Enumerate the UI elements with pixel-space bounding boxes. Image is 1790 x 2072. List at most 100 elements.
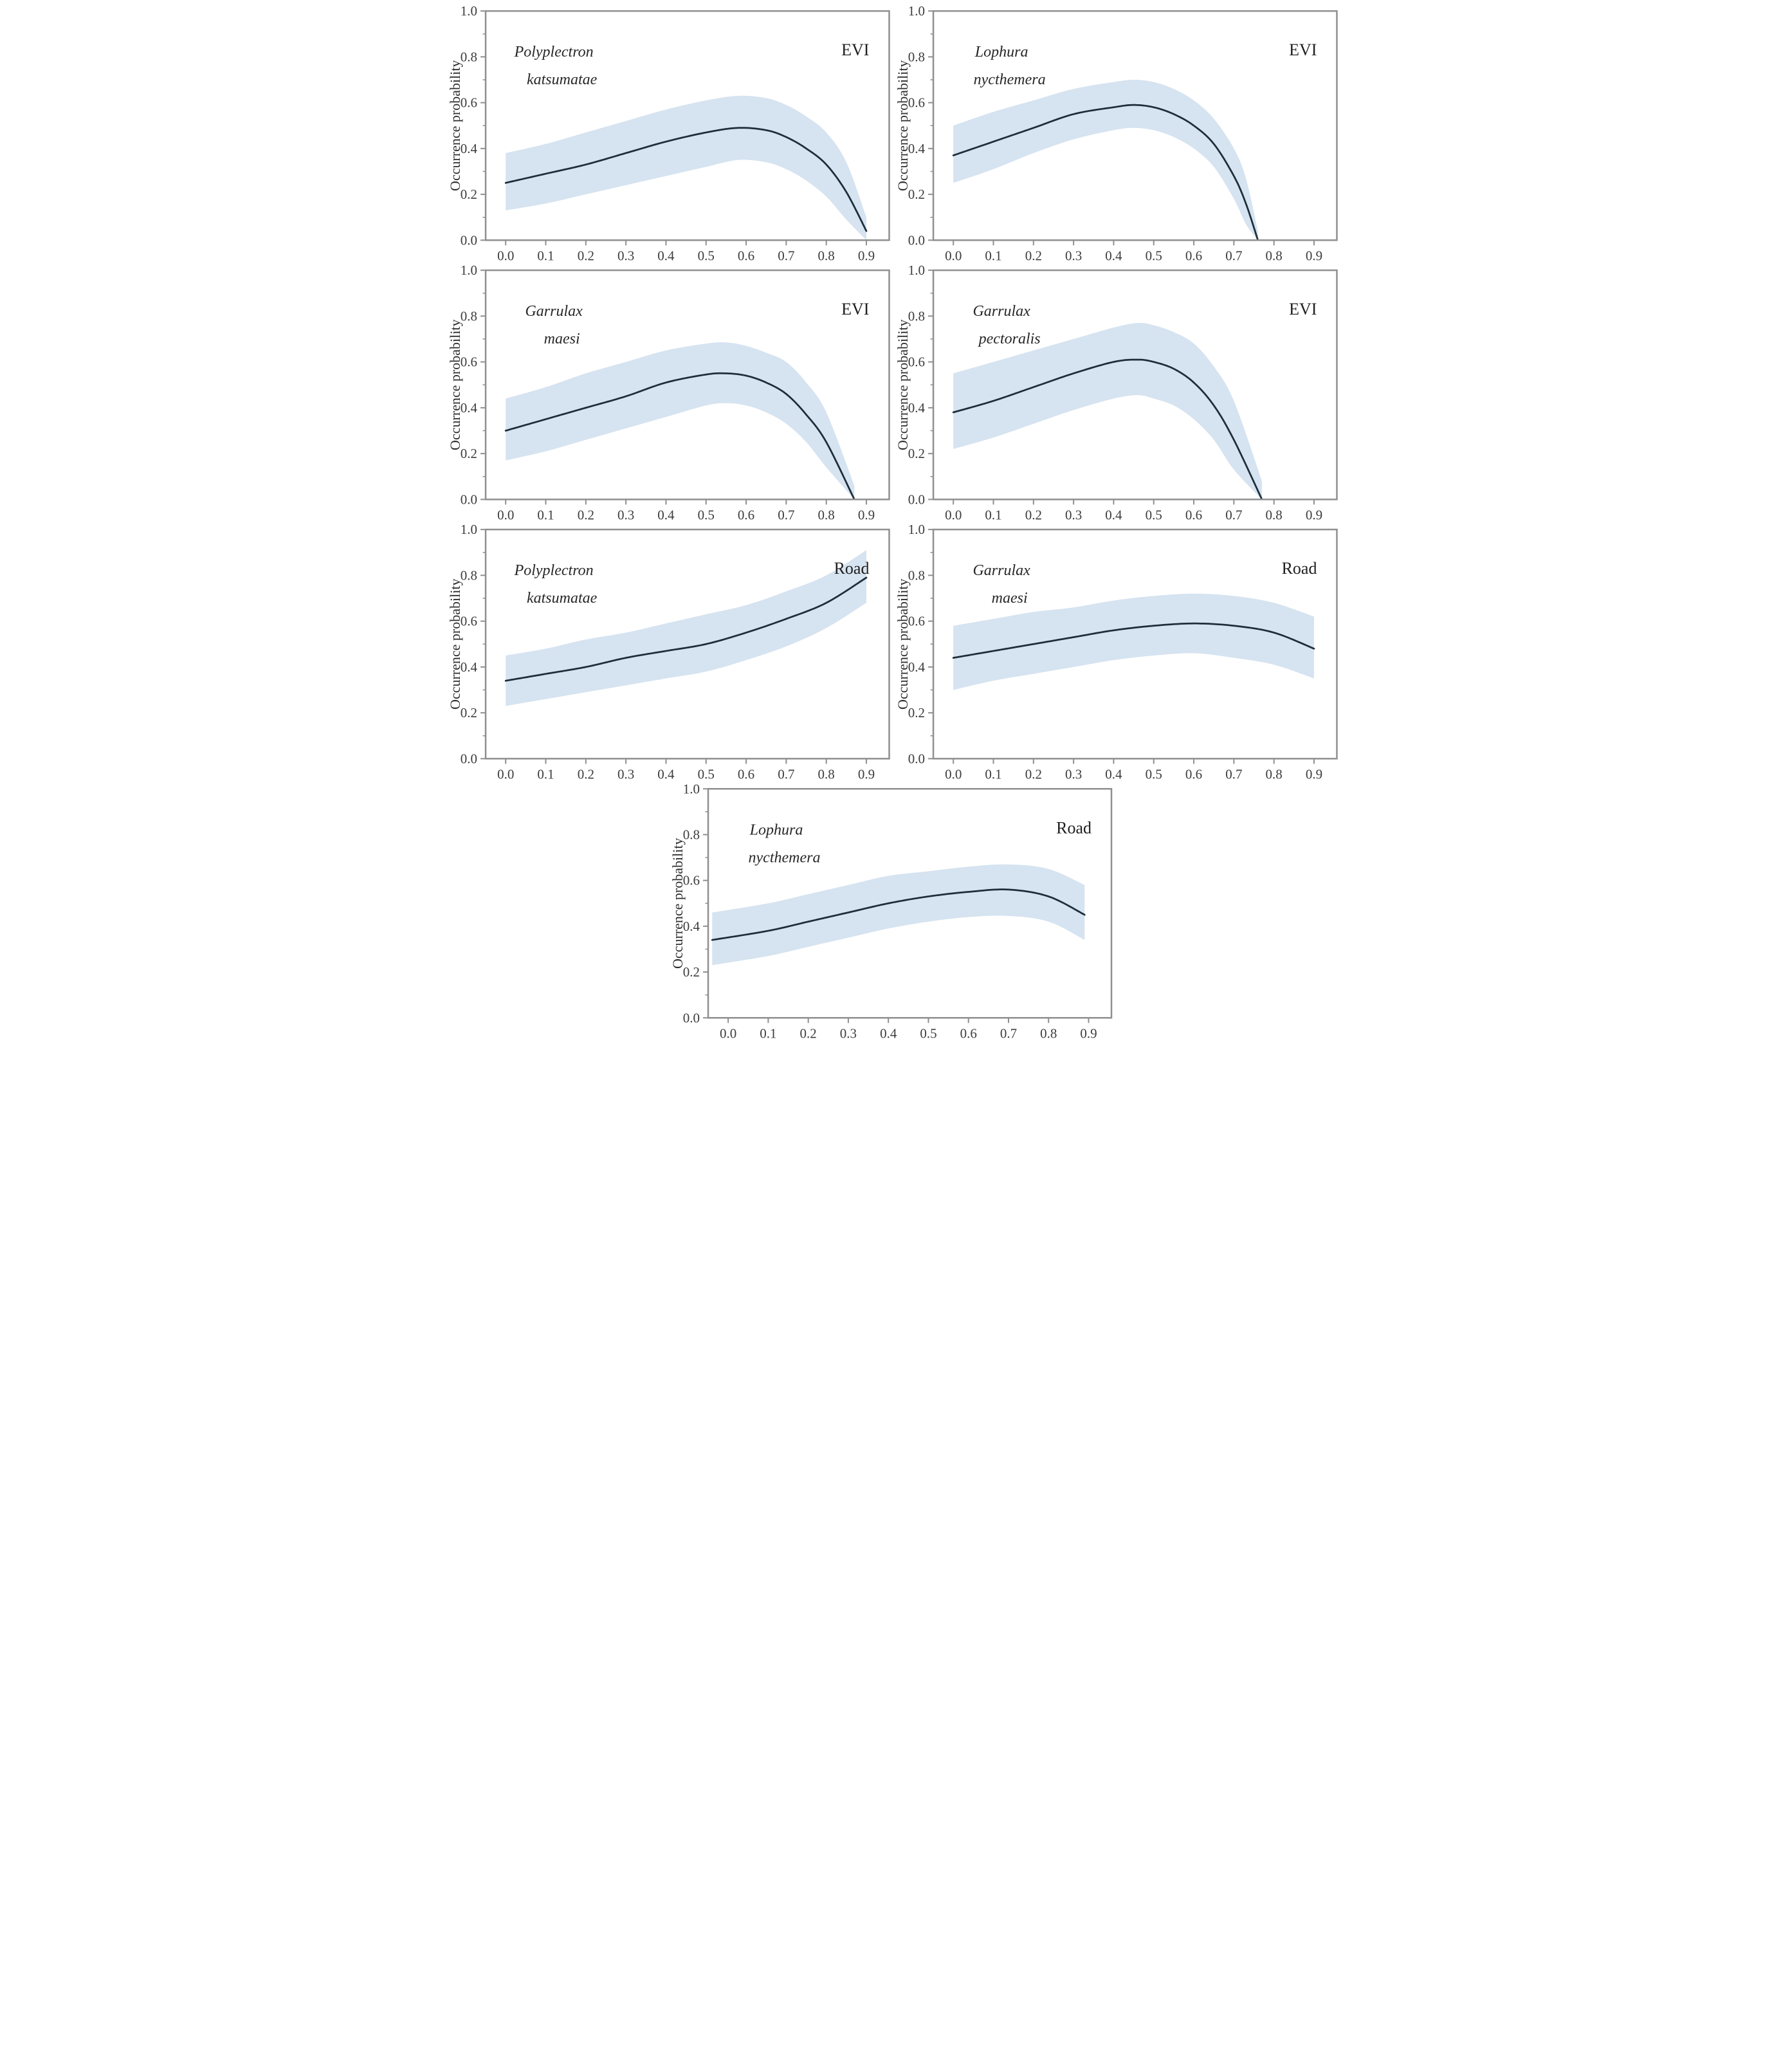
- y-tick-label: 0.6: [460, 95, 477, 111]
- panel-1-evi: 0.0 0.1 0.2 0.3 0.4 0.5 0.6 0.7 0.8 0.9 0.0 0.2 0.4 0…: [448, 1, 895, 261]
- y-tick-label: 0.4: [682, 919, 700, 934]
- x-tick-label: 0.3: [1064, 766, 1081, 779]
- mean-curve: [504, 372, 855, 500]
- x-tick-label: 0.0: [497, 507, 514, 520]
- x-tick-label: 0.7: [778, 766, 794, 779]
- x-tick-label: 0.9: [857, 248, 874, 261]
- x-tick-label: 0.8: [817, 507, 834, 520]
- x-tick-label: 0.7: [1000, 1025, 1016, 1038]
- x-tick-label: 0.1: [985, 248, 1001, 261]
- x-axis: 0.0 0.1 0.2 0.3 0.4 0.5 0.6 0.7 0.8 0.9: [945, 240, 1322, 261]
- mean-curve: [504, 576, 867, 682]
- x-tick-label: 0.0: [945, 766, 962, 779]
- y-tick-label: 0.0: [908, 491, 924, 507]
- figure-row-2: 0.0 0.1 0.2 0.3 0.4 0.5 0.6 0.7 0.8 0.9 0.0 0.2 0.4 0…: [448, 261, 1343, 520]
- confidence-band: [505, 550, 866, 706]
- plot-frame: [484, 528, 890, 760]
- x-tick-label: 0.8: [1265, 507, 1282, 520]
- y-axis: 0.0 0.2 0.4 0.6 0.8 1.0: [460, 3, 486, 248]
- species-label-line2: katsumatae: [526, 71, 597, 88]
- y-axis-title: Occurrence probability: [895, 320, 911, 450]
- y-tick-label: 0.0: [460, 751, 477, 766]
- plot-frame: [484, 269, 890, 500]
- x-tick-label: 0.2: [577, 248, 594, 261]
- panel-3-svg: 0.0 0.1 0.2 0.3 0.4 0.5 0.6 0.7 0.8 0.90.00.20.40…: [448, 262, 890, 520]
- y-tick-label: 0.6: [460, 354, 477, 370]
- species-label-line1: Garrulax: [973, 562, 1030, 579]
- x-tick-label: 0.9: [857, 507, 874, 520]
- panel-5-svg: 0.0 0.1 0.2 0.3 0.4 0.5 0.6 0.7 0.8 0.90.00.20.40…: [448, 522, 890, 779]
- x-tick-label: 0.7: [778, 507, 794, 520]
- y-tick-label: 0.0: [460, 232, 477, 248]
- x-tick-label: 0.7: [1225, 248, 1242, 261]
- x-tick-label: 0.4: [1105, 507, 1122, 520]
- x-tick-label: 0.0: [945, 507, 962, 520]
- x-tick-label: 0.9: [1305, 766, 1322, 779]
- x-tick-label: 0.3: [839, 1025, 856, 1038]
- y-tick-label: 0.6: [908, 354, 924, 370]
- covariate-label: Road: [1281, 559, 1317, 578]
- y-tick-label: 1.0: [682, 781, 699, 796]
- x-tick-label: 0.0: [945, 248, 962, 261]
- y-axis-title: Occurrence probability: [448, 579, 463, 710]
- species-label-line2: pectoralis: [977, 331, 1040, 347]
- y-axis-title: Occurrence probability: [670, 838, 686, 969]
- covariate-label: EVI: [1289, 41, 1317, 59]
- y-tick-label: 0.0: [908, 232, 924, 248]
- y-axis-title: Occurrence probability: [895, 60, 911, 191]
- x-tick-label: 0.9: [1305, 248, 1322, 261]
- x-tick-label: 0.8: [1040, 1025, 1057, 1038]
- y-axis: 0.0 0.2 0.4 0.6 0.8 1.0: [908, 3, 933, 248]
- panel-4-evi: 0.0 0.1 0.2 0.3 0.4 0.5 0.6 0.7 0.8 0.9 0.0 0.2 0.4 0…: [895, 261, 1343, 520]
- y-tick-label: 1.0: [460, 262, 477, 278]
- y-tick-label: 0.2: [460, 187, 477, 202]
- panel-2-evi: 0.0 0.1 0.2 0.3 0.4 0.5 0.6 0.7 0.8 0.9 0.0 0.2 0.4 0…: [895, 1, 1343, 261]
- y-tick-label: 1.0: [460, 3, 477, 19]
- y-tick-label: 0.8: [908, 567, 924, 583]
- x-tick-label: 0.1: [760, 1025, 776, 1038]
- species-label-line1: Polyplectron: [513, 44, 593, 60]
- mean-curve: [952, 104, 1259, 241]
- x-tick-label: 0.3: [617, 766, 634, 779]
- y-tick-label: 0.8: [682, 827, 699, 842]
- y-tick-label: 0.8: [908, 49, 924, 64]
- x-tick-label: 0.4: [657, 507, 675, 520]
- x-tick-label: 0.1: [985, 766, 1001, 779]
- x-tick-label: 0.5: [697, 766, 714, 779]
- x-tick-label: 0.6: [1185, 507, 1201, 520]
- confidence-band: [505, 342, 854, 500]
- x-tick-label: 0.6: [1185, 766, 1201, 779]
- x-tick-label: 0.4: [657, 248, 675, 261]
- x-tick-label: 0.8: [817, 766, 834, 779]
- figure-row-3: 0.0 0.1 0.2 0.3 0.4 0.5 0.6 0.7 0.8 0.9 0.0 0.2 0.4 0…: [448, 520, 1343, 779]
- y-tick-label: 0.8: [460, 49, 477, 64]
- x-axis: 0.0 0.1 0.2 0.3 0.4 0.5 0.6 0.7 0.8 0.9: [945, 758, 1322, 779]
- species-label-line2: nycthemera: [973, 71, 1045, 88]
- x-tick-label: 0.0: [720, 1025, 736, 1038]
- x-tick-label: 0.5: [1145, 248, 1162, 261]
- x-tick-label: 0.5: [1145, 507, 1162, 520]
- mean-curve: [952, 358, 1263, 500]
- covariate-label: Road: [1056, 818, 1091, 837]
- figure-row-4: 0.0 0.1 0.2 0.3 0.4 0.5 0.6 0.7 0.8 0.9 0.0 0.2 0.4 0…: [448, 779, 1343, 1038]
- x-tick-label: 0.6: [1185, 248, 1201, 261]
- x-tick-label: 0.7: [1225, 766, 1242, 779]
- x-tick-label: 0.8: [1265, 248, 1282, 261]
- x-tick-label: 0.5: [920, 1025, 936, 1038]
- y-tick-label: 1.0: [460, 522, 477, 537]
- x-axis: 0.0 0.1 0.2 0.3 0.4 0.5 0.6 0.7 0.8 0.9: [497, 499, 875, 520]
- panel-6-svg: 0.0 0.1 0.2 0.3 0.4 0.5 0.6 0.7 0.8 0.90.00.20.40…: [895, 522, 1338, 779]
- x-tick-label: 0.2: [577, 766, 594, 779]
- y-tick-label: 0.0: [908, 751, 924, 766]
- y-tick-label: 0.0: [460, 491, 477, 507]
- x-tick-label: 0.2: [577, 507, 594, 520]
- y-tick-label: 1.0: [908, 262, 924, 278]
- x-tick-label: 0.7: [1225, 507, 1242, 520]
- confidence-band: [711, 864, 1084, 966]
- x-axis: 0.0 0.1 0.2 0.3 0.4 0.5 0.6 0.7 0.8 0.9: [720, 1018, 1097, 1038]
- x-tick-label: 0.3: [1064, 248, 1081, 261]
- x-tick-label: 0.5: [1145, 766, 1162, 779]
- y-axis: 0.0 0.2 0.4 0.6 0.8 1.0: [460, 522, 486, 766]
- confidence-band: [953, 322, 1262, 500]
- confidence-band: [953, 593, 1314, 690]
